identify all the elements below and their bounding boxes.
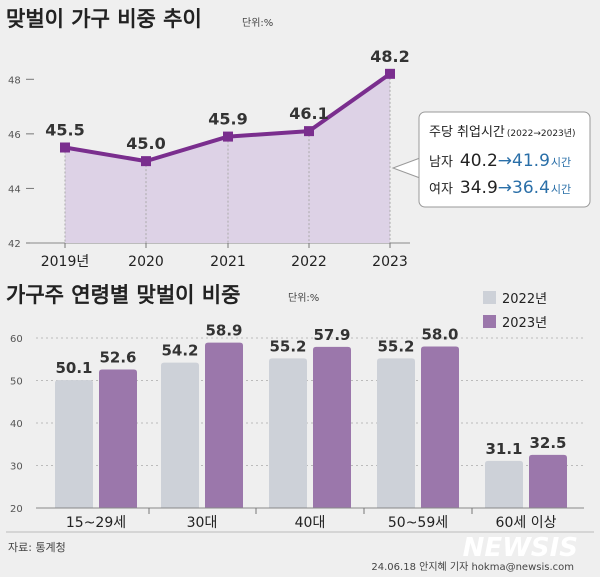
bar-value-label: 32.5: [529, 434, 566, 452]
bar-category-label: 30대: [187, 515, 218, 531]
line-x-tick-label: 2020: [128, 254, 164, 270]
line-x-tick-label: 2019년: [41, 254, 90, 270]
bar-value-label: 31.1: [485, 440, 522, 458]
legend-label-2023: 2023년: [502, 316, 547, 331]
annotation-title: 주당 취업시간 (2022→2023년): [429, 125, 576, 140]
annotation-pointer: [391, 157, 421, 179]
annotation-joint: [419, 158, 422, 178]
annotation-row-male: 남자 40.2→41.9시간: [429, 151, 571, 171]
bar-chart-unit: 단위:%: [288, 291, 319, 304]
bar-value-label: 54.2: [161, 342, 198, 360]
source-note: 자료: 통계청: [8, 541, 66, 554]
bar-2023: [529, 454, 567, 508]
line-value-label: 45.9: [208, 110, 247, 129]
bar-chart-title: 가구주 연령별 맞벌이 비중: [6, 283, 240, 307]
bar-2022: [377, 358, 415, 508]
bar-2023: [99, 369, 137, 508]
line-point: [141, 156, 151, 167]
bar-y-tick-label: 30: [10, 462, 23, 473]
annotation-box: [418, 111, 591, 208]
bar-value-label: 50.1: [55, 359, 92, 377]
bar-2023: [313, 346, 351, 508]
line-value-label: 46.1: [289, 104, 328, 123]
bar-2023: [421, 346, 459, 508]
bar-y-tick-label: 50: [10, 377, 23, 388]
line-x-tick-label: 2023: [372, 254, 408, 270]
bar-2022: [485, 460, 523, 508]
newsis-logo: NEWSIS: [463, 533, 578, 563]
bar-legend: 2022년 2023년: [483, 291, 547, 331]
line-point: [60, 142, 70, 153]
line-point: [223, 131, 233, 142]
line-y-tick-label: 46: [8, 130, 21, 141]
bar-y-tick-label: 60: [10, 334, 23, 345]
bar-value-label: 55.2: [377, 337, 414, 355]
credit-note: 24.06.18 안지혜 기자 hokma@newsis.com: [371, 561, 574, 573]
bar-value-label: 52.6: [99, 348, 136, 366]
legend-label-2022: 2022년: [502, 292, 547, 307]
hours-annotation: 주당 취업시간 (2022→2023년) 남자 40.2→41.9시간 여자 34.9…: [391, 111, 591, 208]
bar-2022: [161, 362, 199, 508]
bar-value-label: 55.2: [269, 337, 306, 355]
bar-2022: [55, 380, 93, 508]
line-y-tick-label: 44: [8, 184, 21, 195]
line-value-label: 48.2: [370, 47, 409, 66]
legend-swatch-2022: [483, 291, 496, 304]
line-chart-unit: 단위:%: [242, 16, 273, 29]
line-value-label: 45.0: [126, 134, 165, 153]
line-point: [385, 68, 395, 79]
annotation-row-female: 여자 34.9→36.4시간: [429, 178, 571, 198]
bar-y-tick-label: 20: [10, 504, 23, 515]
line-x-tick-label: 2021: [210, 254, 246, 270]
bar-value-label: 58.0: [421, 326, 458, 344]
bar-value-label: 57.9: [313, 326, 350, 344]
bar-value-label: 58.9: [205, 322, 242, 340]
bar-category-label: 50~59세: [388, 515, 448, 531]
bar-y-tick-label: 40: [10, 419, 23, 430]
line-x-tick-label: 2022: [291, 254, 327, 270]
line-chart-title: 맞벌이 가구 비중 추이: [6, 7, 202, 31]
bar-category-label: 40대: [295, 515, 326, 531]
bar-category-label: 60세 이상: [496, 515, 557, 531]
bar-category-label: 15~29세: [66, 515, 126, 531]
line-value-label: 45.5: [45, 121, 84, 140]
bar-2022: [269, 358, 307, 508]
line-y-tick-label: 48: [8, 75, 21, 86]
line-point: [304, 126, 314, 137]
line-y-tick-label: 42: [8, 239, 21, 250]
legend-swatch-2023: [483, 315, 496, 328]
bar-2023: [205, 342, 243, 508]
